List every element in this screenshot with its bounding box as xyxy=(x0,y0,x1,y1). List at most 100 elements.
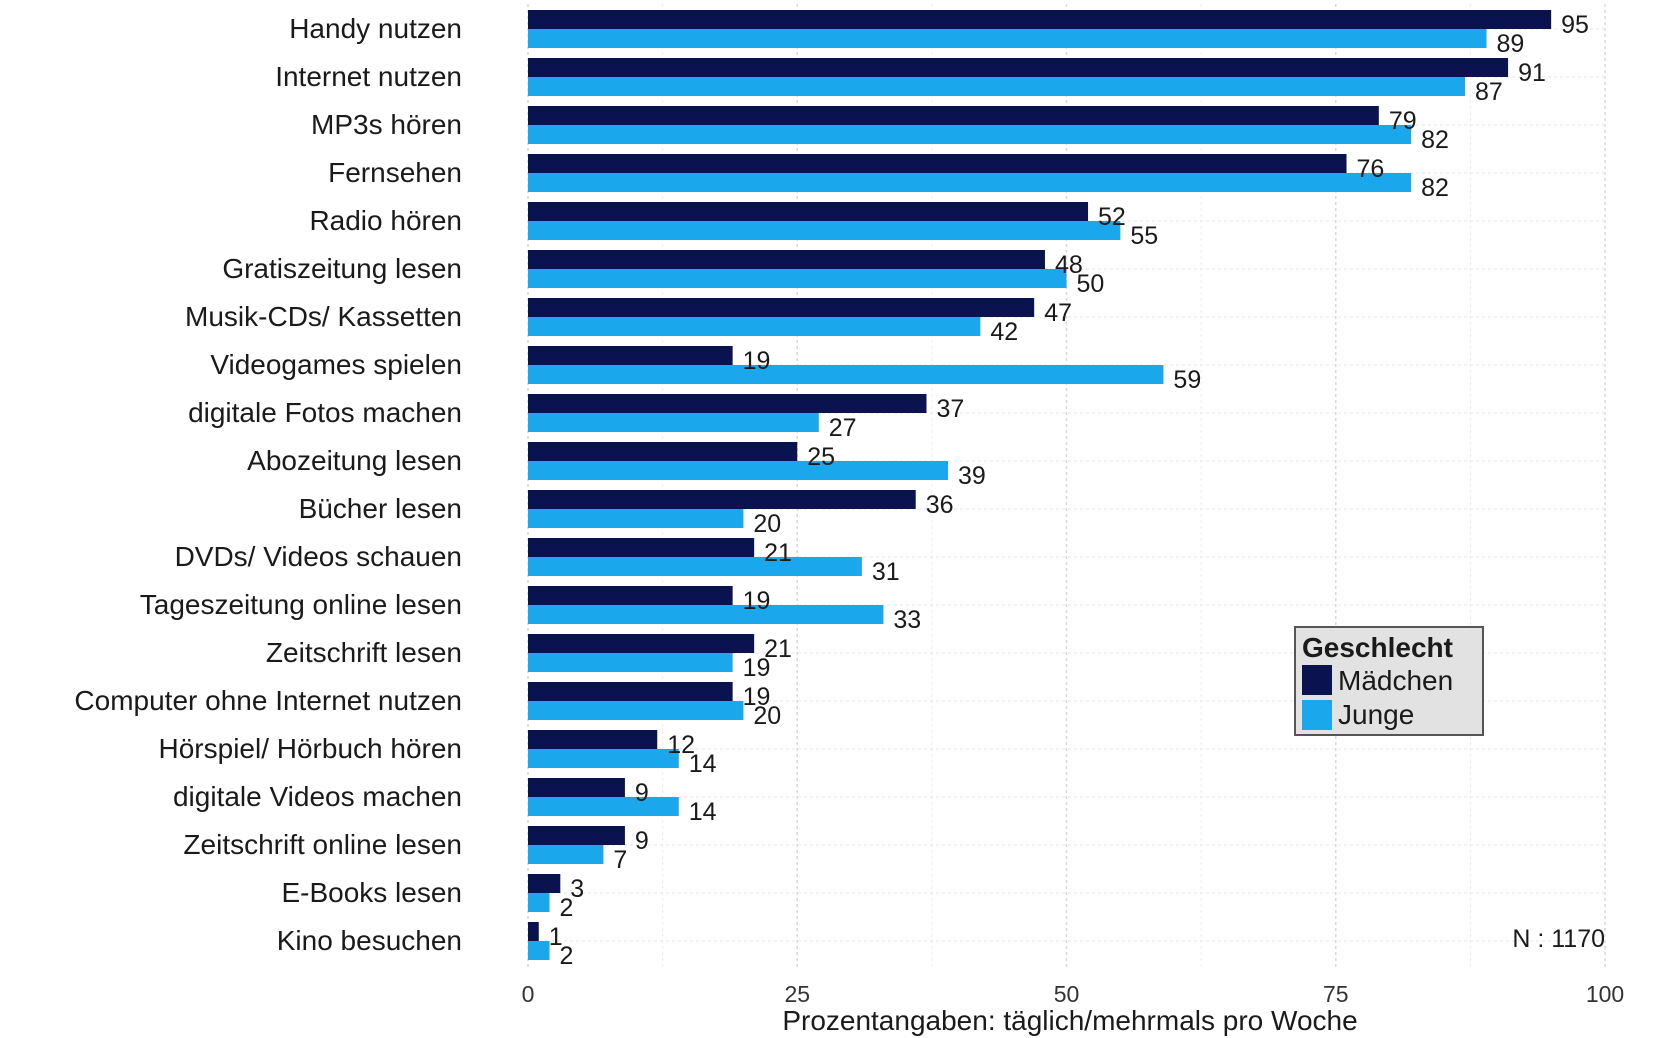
value-label-maedchen-kino-besuchen: 1 xyxy=(549,923,563,951)
legend-swatch-junge xyxy=(1302,700,1332,730)
bar-maedchen-videogames-spielen xyxy=(528,346,733,365)
category-label-zeitschrift-online-lesen: Zeitschrift online lesen xyxy=(183,829,462,860)
value-label-junge-zeitschrift-online-lesen: 7 xyxy=(613,846,627,874)
value-label-junge-buecher-lesen: 20 xyxy=(753,510,781,538)
bar-junge-dvds-videos-schauen xyxy=(528,557,862,576)
value-label-maedchen-abozeitung-lesen: 25 xyxy=(807,443,835,471)
value-label-junge-tageszeitung-online-lesen: 33 xyxy=(893,606,921,634)
category-label-e-books-lesen: E-Books lesen xyxy=(281,877,462,908)
grid-lines xyxy=(527,4,1606,968)
bar-maedchen-e-books-lesen xyxy=(528,874,561,893)
value-label-junge-e-books-lesen: 2 xyxy=(560,894,574,922)
bar-maedchen-internet-nutzen xyxy=(528,58,1509,77)
x-tick-label-100: 100 xyxy=(1586,981,1624,1007)
bar-junge-e-books-lesen xyxy=(528,893,550,912)
bar-maedchen-tageszeitung-online-lesen xyxy=(528,586,733,605)
category-label-mp3s-hoeren: MP3s hören xyxy=(311,109,462,140)
value-label-junge-handy-nutzen: 89 xyxy=(1497,30,1525,58)
value-label-maedchen-radio-hoeren: 52 xyxy=(1098,203,1126,231)
value-labels: 9591797652484719372536211921191299318987… xyxy=(549,11,1589,970)
value-label-maedchen-gratiszeitung-lesen: 48 xyxy=(1055,251,1083,279)
bar-maedchen-fernsehen xyxy=(528,154,1347,173)
bar-junge-kino-besuchen xyxy=(528,941,550,960)
bar-maedchen-computer-ohne-internet-nutzen xyxy=(528,682,733,701)
legend-title: Geschlecht xyxy=(1302,632,1453,663)
bar-maedchen-radio-hoeren xyxy=(528,202,1089,221)
bar-junge-musik-cds-kassetten xyxy=(528,317,981,336)
value-label-junge-computer-ohne-internet-nutzen: 20 xyxy=(753,702,781,730)
value-label-junge-dvds-videos-schauen: 31 xyxy=(872,558,900,586)
x-tick-label-75: 75 xyxy=(1323,981,1349,1007)
value-label-maedchen-hoerspiel-hoerbuch-hoeren: 12 xyxy=(667,731,695,759)
bar-maedchen-musik-cds-kassetten xyxy=(528,298,1035,317)
bar-maedchen-buecher-lesen xyxy=(528,490,916,509)
value-label-maedchen-e-books-lesen: 3 xyxy=(570,875,584,903)
bar-maedchen-mp3s-hoeren xyxy=(528,106,1379,125)
bar-junge-abozeitung-lesen xyxy=(528,461,949,480)
bar-junge-digitale-videos-machen xyxy=(528,797,679,816)
bar-junge-radio-hoeren xyxy=(528,221,1121,240)
value-label-maedchen-mp3s-hoeren: 79 xyxy=(1389,107,1417,135)
value-label-maedchen-dvds-videos-schauen: 21 xyxy=(764,539,792,567)
bar-maedchen-digitale-videos-machen xyxy=(528,778,625,797)
value-label-junge-digitale-videos-machen: 14 xyxy=(689,798,717,826)
bar-maedchen-gratiszeitung-lesen xyxy=(528,250,1045,269)
bar-maedchen-handy-nutzen xyxy=(528,10,1552,29)
value-label-junge-radio-hoeren: 55 xyxy=(1130,222,1158,250)
bar-junge-hoerspiel-hoerbuch-hoeren xyxy=(528,749,679,768)
value-label-junge-internet-nutzen: 87 xyxy=(1475,78,1503,106)
bar-maedchen-hoerspiel-hoerbuch-hoeren xyxy=(528,730,658,749)
legend-label-junge: Junge xyxy=(1338,699,1414,730)
value-label-junge-kino-besuchen: 2 xyxy=(560,942,574,970)
value-label-junge-videogames-spielen: 59 xyxy=(1173,366,1201,394)
bar-maedchen-zeitschrift-online-lesen xyxy=(528,826,625,845)
bar-maedchen-dvds-videos-schauen xyxy=(528,538,755,557)
bar-junge-zeitschrift-lesen xyxy=(528,653,733,672)
value-label-maedchen-videogames-spielen: 19 xyxy=(743,347,771,375)
bar-junge-fernsehen xyxy=(528,173,1412,192)
category-label-internet-nutzen: Internet nutzen xyxy=(275,61,462,92)
bar-maedchen-abozeitung-lesen xyxy=(528,442,798,461)
x-axis-ticks: 0 25 50 75 100 xyxy=(522,981,1625,1007)
category-label-computer-ohne-internet-nutzen: Computer ohne Internet nutzen xyxy=(74,685,462,716)
category-labels: Handy nutzen Internet nutzen MP3s hören Fer… xyxy=(74,13,462,956)
x-tick-label-50: 50 xyxy=(1054,981,1080,1007)
category-label-musik-cds-kassetten: Musik-CDs/ Kassetten xyxy=(185,301,462,332)
legend-swatch-maedchen xyxy=(1302,665,1332,695)
value-label-maedchen-zeitschrift-online-lesen: 9 xyxy=(635,827,649,855)
category-label-videogames-spielen: Videogames spielen xyxy=(210,349,462,380)
value-label-maedchen-internet-nutzen: 91 xyxy=(1518,59,1546,87)
x-tick-label-25: 25 xyxy=(784,981,810,1007)
category-label-hoerspiel-hoerbuch-hoeren: Hörspiel/ Hörbuch hören xyxy=(159,733,463,764)
bar-junge-digitale-fotos-machen xyxy=(528,413,819,432)
bar-maedchen-digitale-fotos-machen xyxy=(528,394,927,413)
value-label-maedchen-digitale-fotos-machen: 37 xyxy=(936,395,964,423)
value-label-maedchen-computer-ohne-internet-nutzen: 19 xyxy=(743,683,771,711)
value-label-maedchen-musik-cds-kassetten: 47 xyxy=(1044,299,1072,327)
bar-junge-mp3s-hoeren xyxy=(528,125,1412,144)
category-label-gratiszeitung-lesen: Gratiszeitung lesen xyxy=(222,253,462,284)
bar-maedchen-zeitschrift-lesen xyxy=(528,634,755,653)
category-label-digitale-fotos-machen: digitale Fotos machen xyxy=(188,397,462,428)
bar-junge-internet-nutzen xyxy=(528,77,1465,96)
value-label-maedchen-buecher-lesen: 36 xyxy=(926,491,954,519)
value-label-maedchen-tageszeitung-online-lesen: 19 xyxy=(743,587,771,615)
legend-label-maedchen: Mädchen xyxy=(1338,665,1453,696)
x-axis-title: Prozentangaben: täglich/mehrmals pro Woc… xyxy=(782,1005,1357,1036)
category-label-fernsehen: Fernsehen xyxy=(328,157,462,188)
bar-junge-handy-nutzen xyxy=(528,29,1487,48)
category-label-abozeitung-lesen: Abozeitung lesen xyxy=(247,445,462,476)
value-label-junge-abozeitung-lesen: 39 xyxy=(958,462,986,490)
bar-junge-videogames-spielen xyxy=(528,365,1164,384)
bar-junge-zeitschrift-online-lesen xyxy=(528,845,604,864)
category-label-dvds-videos-schauen: DVDs/ Videos schauen xyxy=(175,541,462,572)
value-label-junge-mp3s-hoeren: 82 xyxy=(1421,126,1449,154)
value-label-maedchen-digitale-videos-machen: 9 xyxy=(635,779,649,807)
bars xyxy=(528,10,1552,960)
x-tick-label-0: 0 xyxy=(522,981,535,1007)
sample-size-note: N : 1170 xyxy=(1512,925,1605,953)
value-label-maedchen-zeitschrift-lesen: 21 xyxy=(764,635,792,663)
value-label-junge-musik-cds-kassetten: 42 xyxy=(990,318,1018,346)
bar-junge-tageszeitung-online-lesen xyxy=(528,605,884,624)
